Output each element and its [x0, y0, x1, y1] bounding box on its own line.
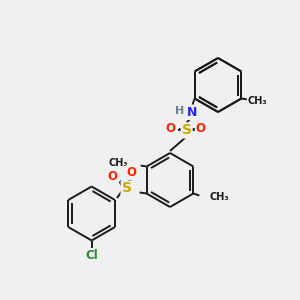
Text: O: O: [127, 166, 136, 179]
Text: CH₃: CH₃: [248, 97, 267, 106]
Text: H: H: [175, 106, 184, 116]
Text: N: N: [186, 106, 197, 119]
Text: CH₃: CH₃: [109, 158, 129, 167]
Text: CH₃: CH₃: [209, 193, 229, 202]
Text: O: O: [196, 122, 206, 135]
Text: S: S: [182, 124, 192, 137]
Text: S: S: [122, 182, 132, 196]
Text: O: O: [166, 122, 176, 135]
Text: Cl: Cl: [85, 249, 98, 262]
Text: O: O: [108, 170, 118, 183]
